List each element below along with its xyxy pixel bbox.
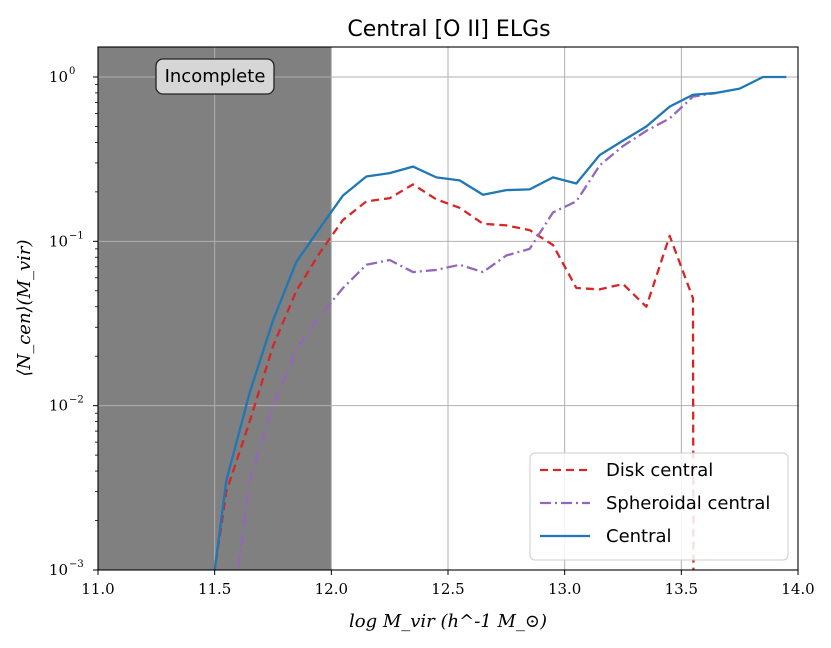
legend-label: Disk central xyxy=(606,460,713,481)
chart-title: Central [O II] ELGs xyxy=(347,17,550,42)
x-tick-label: 13.0 xyxy=(548,580,581,598)
x-tick-label: 12.5 xyxy=(431,580,464,598)
y-tick-label-base: 10 xyxy=(49,232,68,250)
legend-label: Spheroidal central xyxy=(606,493,770,514)
y-tick-label-exponent: 0 xyxy=(69,66,75,77)
legend-label: Central xyxy=(606,526,672,547)
y-tick-label-base: 10 xyxy=(49,561,68,579)
y-tick-label-exponent: −1 xyxy=(69,230,84,241)
series-line-spheroidal-central xyxy=(236,91,717,570)
y-tick-label-exponent: −3 xyxy=(69,559,84,570)
series-group xyxy=(213,75,787,570)
legend-box xyxy=(529,452,789,561)
x-tick-label: 14.0 xyxy=(781,580,814,598)
y-tick-label-base: 10 xyxy=(49,68,68,86)
incomplete-label: Incomplete xyxy=(155,58,275,95)
x-tick-label: 13.5 xyxy=(665,580,698,598)
legend: Disk central Spheroidal central Central xyxy=(529,452,789,561)
y-tick-label-base: 10 xyxy=(49,397,68,415)
incomplete-label-text: Incomplete xyxy=(165,66,266,87)
x-axis-label: log M_vir (h^-1 M_⊙) xyxy=(349,611,547,632)
x-tick-label: 11.0 xyxy=(81,580,114,598)
y-tick-label-exponent: −2 xyxy=(69,395,84,406)
y-axis-label: ⟨N_cen⟩(M_vir) xyxy=(14,239,35,376)
x-tick-label: 12.0 xyxy=(315,580,348,598)
series-line-disk-central xyxy=(213,183,695,570)
x-tick-label: 11.5 xyxy=(198,580,231,598)
ticks: 11.0 11.5 12.0 12.5 13.0 13.5 14.010−310−210−1… xyxy=(49,66,815,598)
series-line-central xyxy=(213,75,787,570)
